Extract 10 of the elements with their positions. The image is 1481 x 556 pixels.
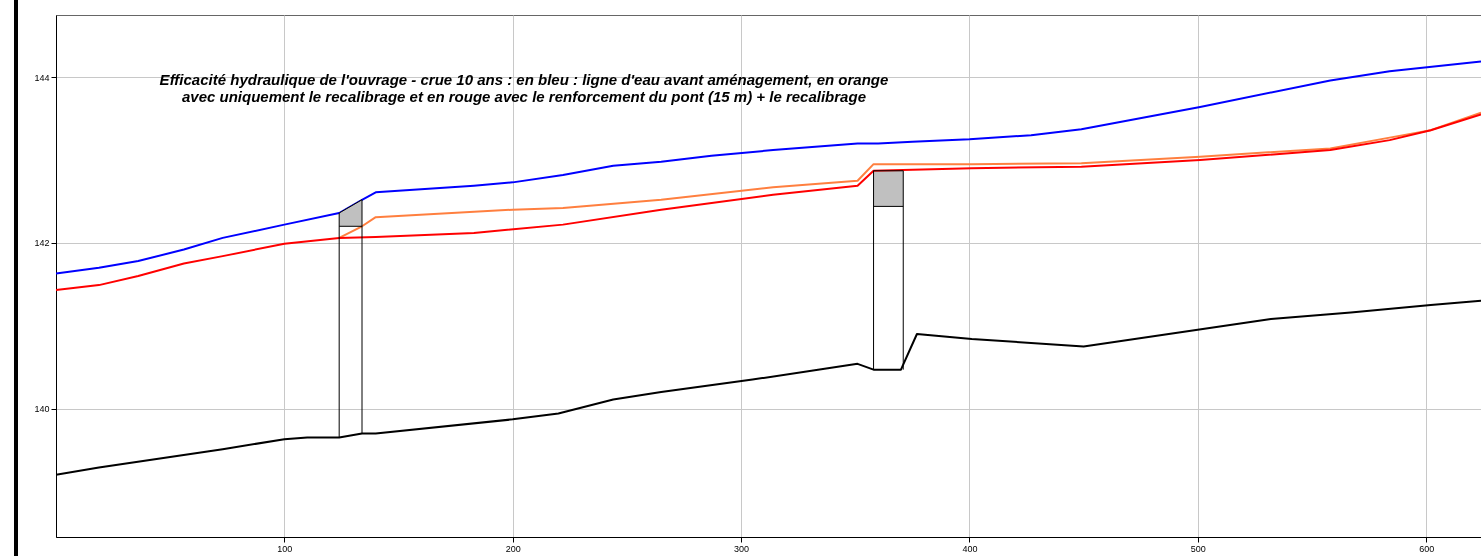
text: Efficacité hydraulique de l'ouvrage - crue 10 ans : en bleu : ligne d'eau avant aménagement, en orange avec uniquement le recalibrage et en rouge avec le renforcement du pont (15 m) + le recalibrage <box>159 71 889 105</box>
x-tick-label: 200 <box>505 543 521 554</box>
x-tick-label: 400 <box>962 543 978 554</box>
y-tick-label: 142 <box>34 238 50 249</box>
x-tick-label: 100 <box>277 543 293 554</box>
x-tick-label: 300 <box>734 543 750 554</box>
y-tick-label: 140 <box>34 404 50 415</box>
x-tick-label: 600 <box>1419 543 1435 554</box>
y-tick-label: 144 <box>34 72 50 83</box>
x-tick-label: 500 <box>1190 543 1206 554</box>
